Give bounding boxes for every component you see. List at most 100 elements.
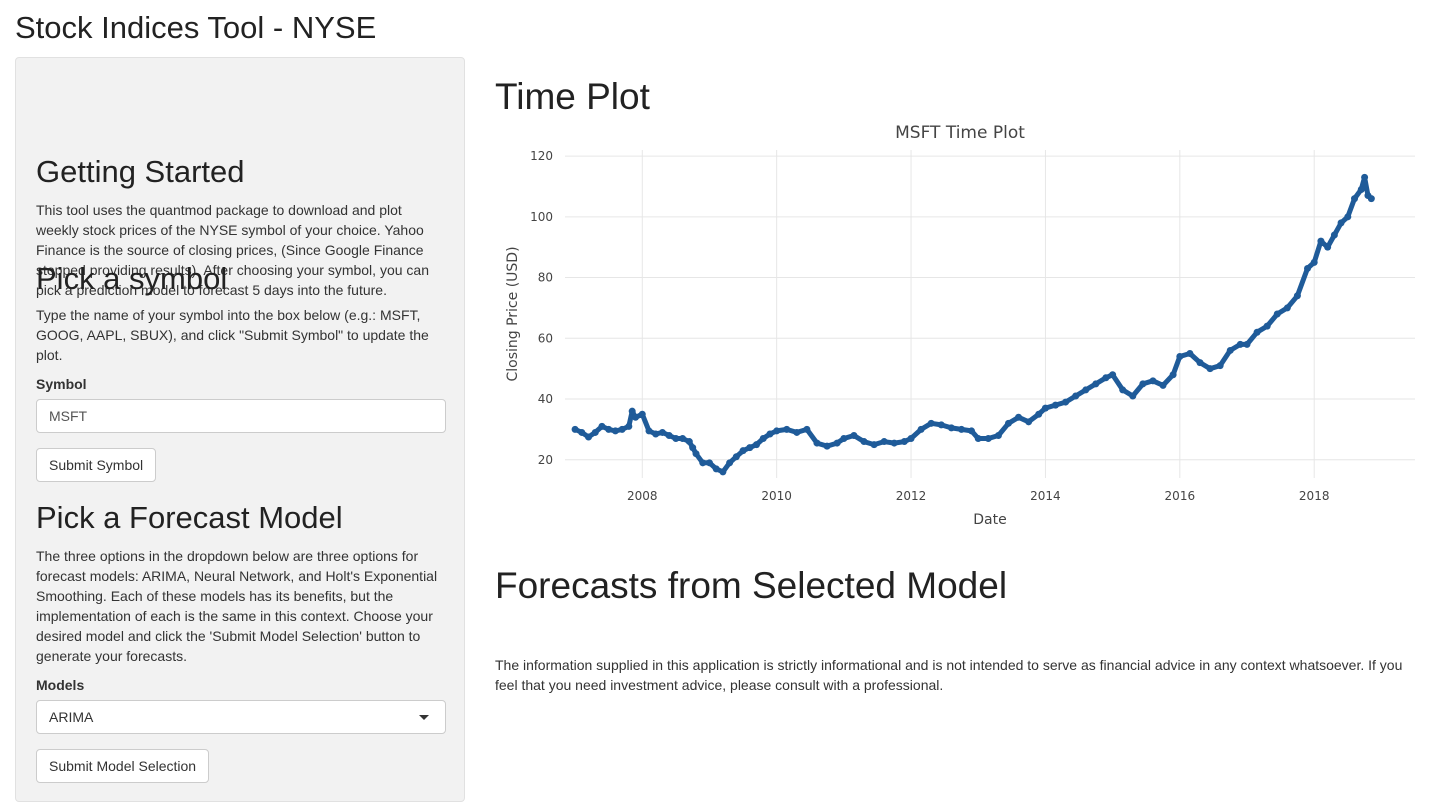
data-point [605, 425, 613, 433]
data-point [712, 465, 720, 473]
data-point [658, 428, 666, 436]
data-point [860, 438, 868, 446]
data-point [1263, 322, 1271, 330]
data-point [1062, 398, 1070, 406]
data-point [1159, 381, 1167, 389]
chart-grid [565, 150, 1415, 478]
data-point [994, 431, 1002, 439]
data-point [692, 450, 700, 458]
data-point [984, 435, 992, 443]
data-point [1216, 362, 1224, 370]
disclaimer-text: The information supplied in this applica… [495, 657, 1403, 693]
data-point [1119, 386, 1127, 394]
data-point [665, 431, 673, 439]
data-point [880, 438, 888, 446]
x-tick-label: 2008 [627, 489, 658, 503]
data-point [823, 442, 831, 450]
data-point [927, 419, 935, 427]
data-point [638, 410, 646, 418]
chevron-down-icon [419, 715, 429, 720]
model-select-value: ARIMA [49, 709, 94, 725]
data-point [1293, 292, 1301, 300]
chart-axes: 2008 2010 2012 2014 2016 2018 20 40 60 80 100 120 [530, 149, 1329, 503]
data-point [1109, 371, 1117, 379]
sidebar-panel: Getting Started This tool uses the quant… [15, 57, 465, 802]
model-select[interactable]: ARIMA [36, 700, 446, 734]
data-point [1226, 346, 1234, 354]
x-tick-label: 2018 [1299, 489, 1330, 503]
data-point [685, 438, 693, 446]
data-point [773, 427, 781, 435]
app-title: Stock Indices Tool - NYSE [15, 10, 377, 45]
data-point [591, 428, 599, 436]
data-point [917, 425, 925, 433]
data-point [1025, 418, 1033, 426]
data-point [1139, 380, 1147, 388]
data-point [1041, 404, 1049, 412]
time-plot-chart[interactable]: 2008 2010 2012 2014 2016 2018 20 40 60 80 100 120 M… [495, 118, 1420, 533]
data-point [578, 428, 586, 436]
forecast-heading: Forecasts from Selected Model [495, 565, 1008, 606]
pick-model-heading: Pick a Forecast Model [36, 500, 343, 535]
data-point [1035, 410, 1043, 418]
data-point [1367, 195, 1375, 203]
data-point [689, 444, 697, 452]
data-point [1072, 392, 1080, 400]
data-point [803, 425, 811, 433]
data-point [1015, 413, 1023, 421]
data-point [1206, 365, 1214, 373]
data-point [1176, 353, 1184, 361]
data-point [1330, 231, 1338, 239]
submit-symbol-button[interactable]: Submit Symbol [36, 448, 157, 482]
chart-x-axis-label: Date [973, 512, 1006, 528]
data-point [618, 425, 626, 433]
data-point [1092, 380, 1100, 388]
data-point [625, 422, 633, 430]
data-point [1273, 310, 1281, 318]
data-point [1351, 195, 1359, 203]
data-point [1283, 304, 1291, 312]
symbol-label: Symbol [36, 376, 87, 392]
x-tick-label: 2010 [761, 489, 792, 503]
data-point [726, 459, 734, 467]
y-tick-label: 60 [538, 331, 553, 345]
data-point [870, 441, 878, 449]
data-point [611, 427, 619, 435]
data-point [585, 433, 593, 441]
y-tick-label: 80 [538, 271, 553, 285]
y-tick-label: 120 [530, 149, 553, 163]
chart-y-axis-label: Closing Price (USD) [505, 246, 521, 381]
data-point [1243, 340, 1251, 348]
data-point [652, 430, 660, 438]
data-point [1169, 371, 1177, 379]
data-point [679, 435, 687, 443]
data-point [907, 435, 915, 443]
data-point [672, 435, 680, 443]
data-point [1310, 258, 1318, 266]
data-point [968, 427, 976, 435]
data-point [947, 424, 955, 432]
data-point [1186, 349, 1194, 357]
data-point [759, 435, 767, 443]
data-point [1129, 392, 1137, 400]
chart-title: MSFT Time Plot [895, 123, 1025, 143]
data-point [1236, 340, 1244, 348]
data-point [1082, 386, 1090, 394]
submit-model-button[interactable]: Submit Model Selection [36, 749, 210, 783]
symbol-input[interactable]: MSFT [36, 399, 446, 433]
time-plot-heading: Time Plot [495, 76, 650, 117]
data-point [1052, 401, 1060, 409]
data-point [719, 468, 727, 476]
y-tick-label: 20 [538, 453, 553, 467]
data-point [974, 435, 982, 443]
getting-started-text: This tool uses the quantmod package to d… [36, 202, 429, 298]
data-point [813, 439, 821, 447]
y-tick-label: 100 [530, 210, 553, 224]
data-point [850, 431, 858, 439]
data-point [1253, 328, 1261, 336]
data-point [1196, 359, 1204, 367]
data-point [746, 444, 754, 452]
data-point [699, 459, 707, 467]
data-point [1303, 264, 1311, 272]
data-point [1361, 173, 1369, 181]
